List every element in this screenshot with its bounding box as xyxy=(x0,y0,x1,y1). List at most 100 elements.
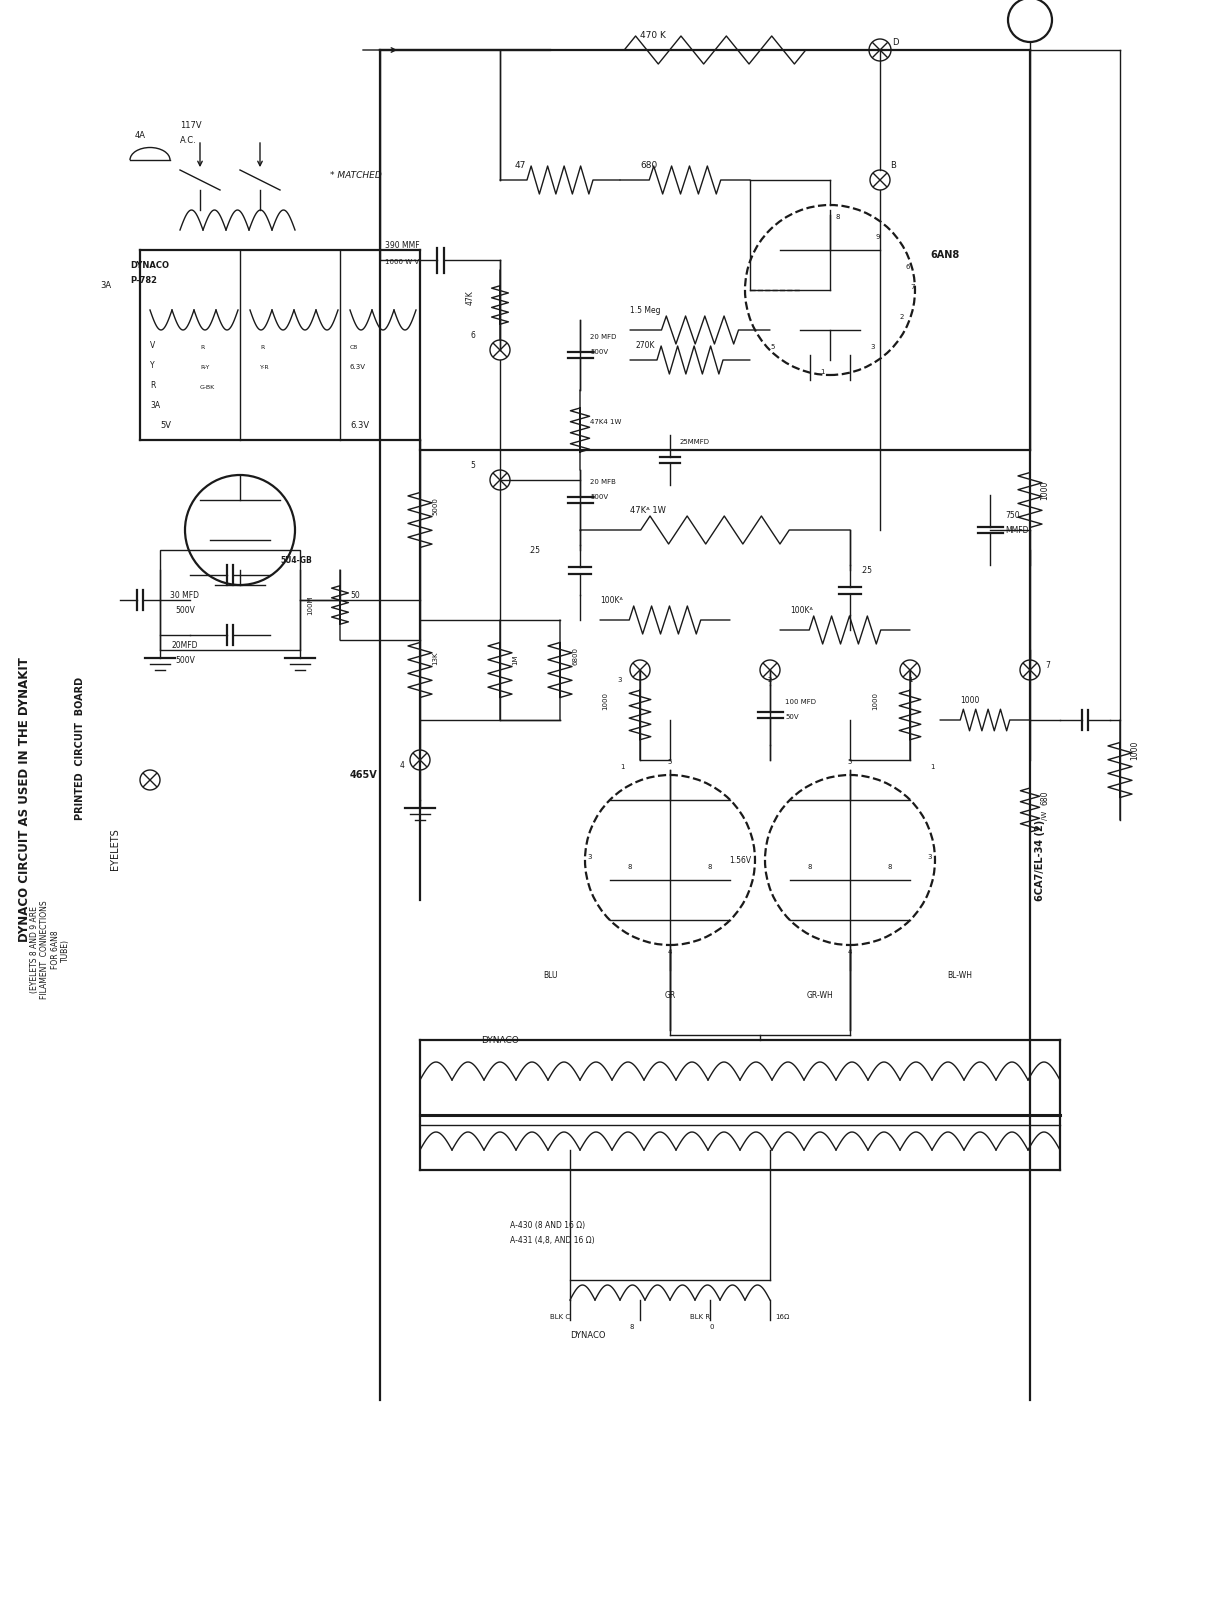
Text: 47: 47 xyxy=(515,162,527,170)
Text: 270K: 270K xyxy=(635,341,655,350)
Text: A.C.: A.C. xyxy=(180,136,197,146)
Text: 1000 W V: 1000 W V xyxy=(385,259,419,266)
Text: 100Kᴬ: 100Kᴬ xyxy=(600,595,623,605)
Text: MMFD: MMFD xyxy=(1005,526,1028,534)
Text: 8: 8 xyxy=(835,214,840,219)
Text: 47K4 1W: 47K4 1W xyxy=(590,419,621,426)
Text: 6.3V: 6.3V xyxy=(350,421,370,430)
Text: 100Kᴬ: 100Kᴬ xyxy=(790,606,813,614)
Text: 100 MFD: 100 MFD xyxy=(785,699,815,706)
Text: 3: 3 xyxy=(928,854,933,861)
Text: 470 K: 470 K xyxy=(640,30,666,40)
Text: 500V: 500V xyxy=(175,606,194,614)
Text: 680: 680 xyxy=(640,162,657,170)
Text: GR-WH: GR-WH xyxy=(807,990,834,1000)
Text: 50V: 50V xyxy=(785,714,798,720)
Text: V: V xyxy=(150,341,156,350)
Text: 3A: 3A xyxy=(150,402,161,410)
Text: 2: 2 xyxy=(768,677,772,683)
Text: DYNACO: DYNACO xyxy=(130,261,169,270)
Text: 5: 5 xyxy=(769,344,774,350)
Text: .25: .25 xyxy=(860,566,872,574)
Text: 500V: 500V xyxy=(590,349,608,355)
Text: 6: 6 xyxy=(905,264,910,270)
Text: BLK R: BLK R xyxy=(690,1314,710,1320)
Text: BLU: BLU xyxy=(542,971,557,979)
Text: 6AN8: 6AN8 xyxy=(930,250,959,259)
Text: 117V: 117V xyxy=(180,122,202,130)
Text: 8: 8 xyxy=(631,1325,634,1330)
Bar xyxy=(159,550,300,650)
Text: P-782: P-782 xyxy=(130,275,157,285)
Text: 500V: 500V xyxy=(590,494,608,499)
Text: 1: 1 xyxy=(620,765,625,770)
Text: 2: 2 xyxy=(900,314,905,320)
Text: R-Y: R-Y xyxy=(201,365,209,370)
Text: 7: 7 xyxy=(910,285,914,290)
Text: Y: Y xyxy=(150,362,155,370)
Text: 0: 0 xyxy=(710,1325,714,1330)
Text: 50: 50 xyxy=(350,590,360,600)
Text: 25MMFD: 25MMFD xyxy=(680,438,710,445)
Text: 8: 8 xyxy=(628,864,632,870)
Text: 750: 750 xyxy=(1005,510,1020,520)
Text: 465V: 465V xyxy=(350,770,378,781)
Text: 8: 8 xyxy=(708,864,713,870)
Text: 13K: 13K xyxy=(432,651,439,666)
Text: 390 MMF: 390 MMF xyxy=(385,242,419,250)
Text: A-431 (4,8, AND 16 Ω): A-431 (4,8, AND 16 Ω) xyxy=(510,1235,594,1245)
Text: Y-R: Y-R xyxy=(260,365,269,370)
Text: 16Ω: 16Ω xyxy=(776,1314,789,1320)
Text: 5000: 5000 xyxy=(432,498,439,515)
Text: 20 MFB: 20 MFB xyxy=(590,478,616,485)
Text: 3: 3 xyxy=(588,854,592,861)
Text: DYNACO: DYNACO xyxy=(570,1331,605,1341)
Text: B: B xyxy=(890,162,896,170)
Text: 5V: 5V xyxy=(159,421,172,430)
Text: 5: 5 xyxy=(668,758,672,765)
Text: 5U4-GB: 5U4-GB xyxy=(280,557,312,565)
Text: * MATCHED: * MATCHED xyxy=(330,171,382,179)
Text: (EYELETS 8 AND 9 ARE
FILAMENT  CONNECTIONS
FOR 6AN8
TUBE): (EYELETS 8 AND 9 ARE FILAMENT CONNECTION… xyxy=(30,901,70,1000)
Text: 680: 680 xyxy=(1040,790,1050,805)
Text: /W: /W xyxy=(1043,811,1049,819)
Text: 1: 1 xyxy=(930,765,935,770)
Text: 1000: 1000 xyxy=(872,691,878,710)
Text: 20 MFD: 20 MFD xyxy=(590,334,616,341)
Text: C8: C8 xyxy=(350,346,359,350)
Text: 1: 1 xyxy=(907,677,912,683)
Text: 1.5 Meg: 1.5 Meg xyxy=(631,306,661,315)
Text: 3: 3 xyxy=(870,344,875,350)
Text: 5: 5 xyxy=(470,461,475,470)
Text: 47Kᴬ 1W: 47Kᴬ 1W xyxy=(631,506,666,515)
Text: 6800: 6800 xyxy=(573,646,577,666)
Text: 4: 4 xyxy=(848,949,852,955)
Text: 5: 5 xyxy=(848,758,852,765)
Text: R: R xyxy=(201,346,204,350)
Text: 6.3V: 6.3V xyxy=(350,365,366,370)
Text: GR: GR xyxy=(664,990,675,1000)
Text: BLK C: BLK C xyxy=(550,1314,570,1320)
Text: DYNACO CIRCUIT AS USED IN THE DYNAKIT: DYNACO CIRCUIT AS USED IN THE DYNAKIT xyxy=(18,658,31,942)
Text: BL-WH: BL-WH xyxy=(947,971,972,979)
Text: 30 MFD: 30 MFD xyxy=(170,590,199,600)
Text: 500V: 500V xyxy=(175,656,194,666)
Text: 4: 4 xyxy=(400,762,405,770)
Text: 47K: 47K xyxy=(465,290,475,306)
Text: 1000: 1000 xyxy=(960,696,980,706)
Text: 1000: 1000 xyxy=(602,691,608,710)
Text: 9: 9 xyxy=(875,234,879,240)
Text: 8: 8 xyxy=(808,864,812,870)
Text: 100M: 100M xyxy=(307,595,313,614)
Text: 20MFD: 20MFD xyxy=(172,642,198,650)
Text: DYNACO: DYNACO xyxy=(481,1037,519,1045)
Text: 6CA7/EL-34 (2): 6CA7/EL-34 (2) xyxy=(1035,819,1045,901)
Text: 4: 4 xyxy=(668,949,672,955)
Text: 7: 7 xyxy=(1045,661,1050,670)
Text: 1.56V: 1.56V xyxy=(728,856,751,866)
Text: 3: 3 xyxy=(617,677,622,683)
Text: R: R xyxy=(260,346,265,350)
Text: 1000: 1000 xyxy=(1131,741,1139,760)
Text: 1M: 1M xyxy=(512,654,518,666)
Text: 6: 6 xyxy=(470,331,475,341)
